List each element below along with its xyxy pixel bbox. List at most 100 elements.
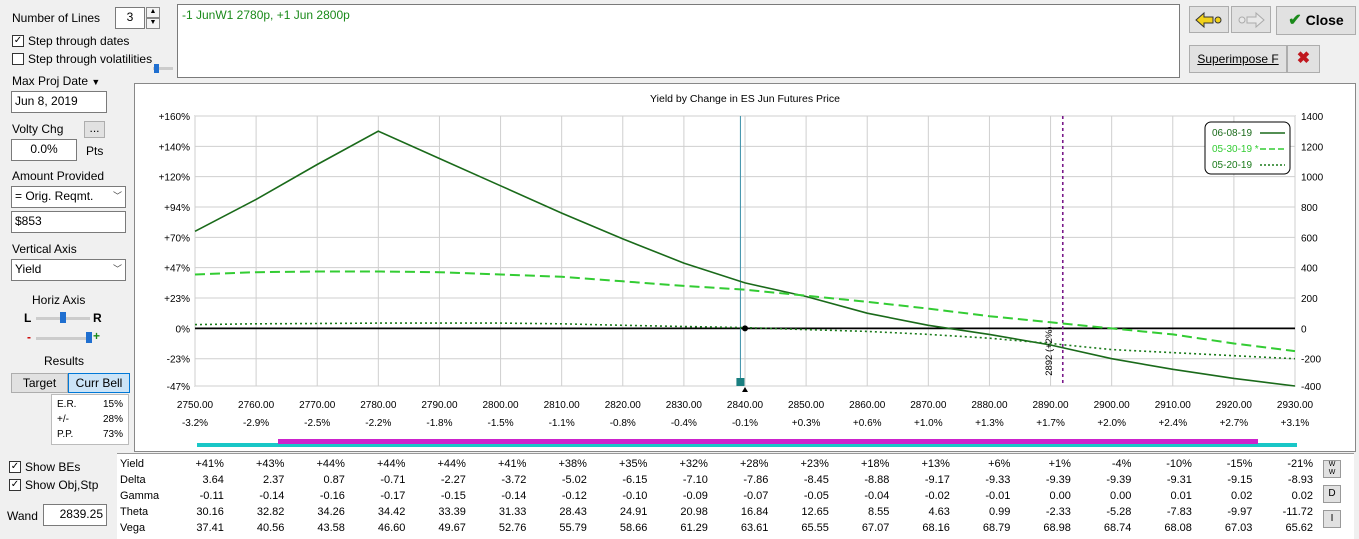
vertical-axis-label: Vertical Axis [12, 242, 77, 256]
yield-chart[interactable]: Yield by Change in ES Jun Futures Price 2… [135, 84, 1357, 453]
spin-down-icon[interactable]: ▼ [146, 18, 160, 29]
x-tick-label: 2840.00 [727, 400, 764, 411]
table-cell: +28% [739, 458, 769, 470]
stat-key: E.R. [57, 399, 77, 410]
vertical-axis-select[interactable]: Yield ﹀ [11, 259, 126, 281]
table-cell: -7.10 [682, 474, 708, 486]
table-cell: +18% [860, 458, 890, 470]
table-cell: 58.66 [619, 522, 648, 534]
row-label: Delta [120, 474, 146, 486]
volty-chg-input[interactable]: 0.0% [11, 139, 77, 161]
series-line-060819 [194, 130, 1296, 387]
x-tick-label: 2830.00 [666, 400, 703, 411]
table-cell: +43% [255, 458, 285, 470]
y-left-tick-label: -47% [167, 382, 190, 393]
x-close-icon[interactable]: ✖ [1287, 45, 1320, 73]
legend-label: 05-30-19 * [1212, 144, 1259, 155]
i-button[interactable]: I [1323, 510, 1341, 528]
x-tick-label: 2750.00 [177, 400, 214, 411]
stat-key: P.P. [57, 429, 74, 440]
price-triangle-icon [742, 387, 748, 392]
volty-more-button[interactable]: ... [84, 121, 105, 138]
table-cell: 63.61 [740, 522, 769, 534]
breakeven-label: 2892 (+2%) [1044, 326, 1055, 375]
table-cell: 20.98 [680, 506, 708, 518]
table-cell: -8.45 [803, 474, 829, 486]
table-cell: -2.27 [440, 474, 466, 486]
table-row: Theta 30.16 32.82 34.26 34.42 33.39 31.33 28.43… [117, 504, 1317, 520]
y-left-tick-label: 0% [176, 324, 191, 335]
pct-tick-label: +2.7% [1220, 418, 1249, 429]
stat-value: 15% [102, 399, 123, 410]
table-row: Gamma -0.11 -0.14 -0.16 -0.17 -0.15 -0.14 -0.12… [117, 488, 1317, 504]
wand-input[interactable]: 2839.25 [43, 504, 107, 526]
d-button[interactable]: D [1323, 485, 1341, 503]
x-tick-label: 2850.00 [788, 400, 825, 411]
table-cell: +44% [437, 458, 466, 470]
x-tick-label: 2820.00 [605, 400, 642, 411]
y-right-tick-label: -200 [1301, 355, 1321, 366]
table-cell: -0.02 [924, 490, 950, 502]
zoom-plus[interactable]: + [93, 329, 101, 343]
pct-tick-label: -2.5% [304, 418, 330, 429]
table-cell: -0.11 [199, 490, 224, 502]
table-cell: 34.42 [377, 506, 406, 518]
table-cell: 31.33 [498, 506, 527, 518]
table-cell: 67.07 [861, 522, 890, 534]
max-proj-date-label[interactable]: Max Proj Date ▼ [12, 74, 101, 88]
pts-label: Pts [86, 144, 104, 158]
chart-panel: Yield by Change in ES Jun Futures Price 2… [134, 83, 1356, 452]
table-cell: 0.00 [1109, 490, 1132, 502]
wand-handle[interactable] [736, 378, 745, 386]
spin-up-icon[interactable]: ▲ [146, 7, 160, 18]
num-lines-input[interactable]: 3 [115, 7, 145, 29]
horiz-slider-thumb[interactable] [60, 312, 66, 323]
close-button[interactable]: ✔ Close [1276, 6, 1356, 35]
show-bes-checkbox[interactable]: ✓ [9, 461, 21, 473]
y-right-tick-label: 0 [1301, 324, 1307, 335]
table-cell: -9.39 [1045, 474, 1071, 486]
pct-tick-label: +0.3% [792, 418, 821, 429]
amount-dollar-field[interactable]: $853 [11, 211, 126, 233]
pct-tick-label: +0.6% [853, 418, 882, 429]
curr-bell-button[interactable]: Curr Bell [68, 373, 130, 393]
step-vols-checkbox[interactable] [12, 53, 24, 65]
table-cell: 46.60 [377, 522, 406, 534]
table-row: Delta 3.64 2.37 0.87 -0.71 -2.27 -3.72 -5.02 -6.… [117, 472, 1317, 488]
zoom-minus[interactable]: - [27, 330, 31, 344]
table-cell: -9.97 [1227, 506, 1253, 518]
table-cell: 43.58 [317, 522, 345, 534]
y-left-tick-label: +140% [159, 142, 191, 153]
back-button[interactable] [1189, 6, 1229, 33]
forward-button[interactable] [1231, 6, 1271, 33]
table-cell: -5.02 [561, 474, 587, 486]
row-label: Vega [120, 522, 146, 534]
step-dates-checkbox[interactable]: ✓ [12, 35, 24, 47]
pct-tick-label: +1.0% [914, 418, 943, 429]
range-bar-magenta [278, 439, 1258, 444]
superimpose-button[interactable]: Superimpose F [1189, 45, 1287, 73]
table-cell: 8.55 [867, 506, 890, 518]
table-cell: +41% [497, 458, 527, 470]
target-button[interactable]: Target [11, 373, 68, 393]
results-label: Results [44, 354, 85, 368]
show-obj-checkbox[interactable]: ✓ [9, 479, 21, 491]
slider-right-label: R [93, 311, 102, 325]
y-right-tick-label: 600 [1301, 233, 1318, 244]
table-cell: -0.04 [864, 490, 890, 502]
vol-slider-thumb[interactable] [154, 64, 159, 73]
amount-select[interactable]: = Orig. Reqmt. ﹀ [11, 186, 126, 208]
zoom-slider-thumb[interactable] [86, 332, 92, 343]
y-right-tick-label: 1000 [1301, 173, 1324, 184]
table-cell: 30.16 [196, 506, 224, 518]
wand-label: Wand [7, 509, 38, 523]
table-cell: +35% [618, 458, 648, 470]
max-proj-date-input[interactable]: Jun 8, 2019 [11, 91, 107, 113]
table-cell: -0.12 [561, 490, 587, 502]
table-cell: 0.99 [988, 506, 1011, 518]
table-cell: -11.72 [1282, 506, 1313, 518]
y-right-tick-label: -400 [1301, 382, 1321, 393]
position-description[interactable]: -1 JunW1 2780p, +1 Jun 2800p [177, 4, 1180, 78]
y-right-tick-label: 400 [1301, 264, 1318, 275]
